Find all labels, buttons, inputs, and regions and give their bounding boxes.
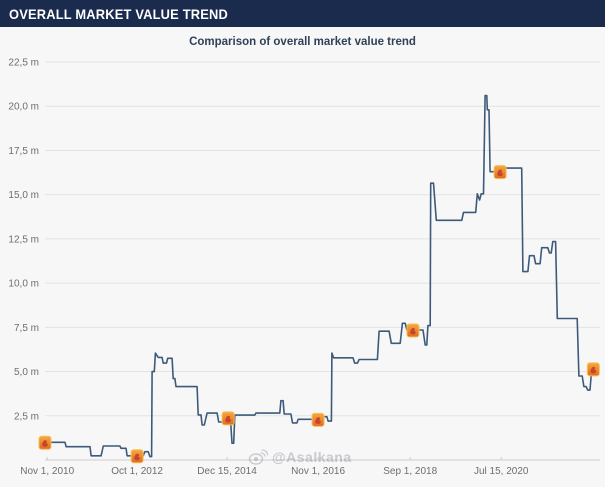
marker-glyph	[590, 366, 597, 374]
marker-glyph	[497, 169, 503, 177]
marker-glyph	[134, 453, 140, 461]
panel-title: OVERALL MARKET VALUE TREND	[9, 5, 228, 22]
y-axis-tick-label: 12,5 m	[8, 234, 39, 245]
y-axis-tick-label: 20,0 m	[8, 102, 39, 113]
y-axis-tick-label: 5,0 m	[14, 367, 39, 378]
y-axis-tick-label: 17,5 m	[8, 146, 39, 157]
marker-glyph	[315, 417, 321, 424]
data-point-marker[interactable]	[586, 362, 600, 377]
x-axis-tick-label: Sep 1, 2018	[383, 466, 437, 477]
data-point-marker[interactable]	[493, 165, 507, 180]
x-axis-tick-label: Jul 15, 2020	[474, 466, 529, 477]
y-axis-tick-label: 7,5 m	[14, 323, 39, 334]
data-point-marker[interactable]	[130, 449, 144, 464]
data-point-marker[interactable]	[221, 411, 235, 426]
x-axis-tick-label: Nov 1, 2016	[291, 466, 345, 477]
chart-title: Comparison of overall market value trend	[189, 36, 416, 48]
y-axis-tick-label: 15,0 m	[8, 190, 39, 201]
data-point-marker[interactable]	[38, 435, 52, 450]
x-axis-tick-label: Dec 15, 2014	[197, 466, 257, 477]
y-axis-tick-label: 22,5 m	[8, 58, 39, 69]
market-value-line	[45, 94, 596, 458]
marker-glyph	[42, 440, 48, 447]
panel-header: OVERALL MARKET VALUE TREND	[0, 0, 605, 27]
data-point-marker[interactable]	[311, 412, 325, 427]
x-axis-tick-label: Nov 1, 2010	[20, 466, 74, 477]
x-axis-tick-label: Oct 1, 2012	[111, 466, 163, 477]
marker-glyph	[409, 327, 416, 335]
data-point-marker[interactable]	[406, 323, 420, 338]
y-axis-tick-label: 2,5 m	[14, 411, 39, 422]
marker-glyph	[225, 415, 231, 423]
y-axis-tick-label: 10,0 m	[8, 279, 39, 290]
